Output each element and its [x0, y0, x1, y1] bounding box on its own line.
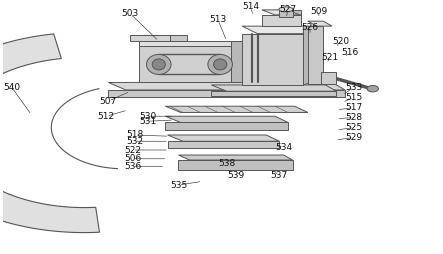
Text: 522: 522 — [124, 146, 141, 154]
Polygon shape — [109, 90, 345, 98]
Polygon shape — [308, 26, 323, 84]
Polygon shape — [130, 35, 170, 41]
Polygon shape — [308, 21, 332, 26]
Text: 529: 529 — [346, 133, 362, 142]
Text: 540: 540 — [3, 83, 20, 92]
Ellipse shape — [367, 85, 378, 92]
Polygon shape — [170, 35, 187, 41]
Text: 533: 533 — [345, 83, 362, 92]
Polygon shape — [139, 41, 244, 46]
Text: 536: 536 — [124, 162, 141, 171]
Polygon shape — [303, 26, 319, 85]
Text: 531: 531 — [139, 117, 156, 126]
Text: 520: 520 — [332, 37, 350, 46]
Text: 509: 509 — [310, 7, 327, 16]
Text: 503: 503 — [122, 9, 139, 18]
Polygon shape — [242, 26, 319, 34]
Text: 535: 535 — [170, 181, 187, 189]
Polygon shape — [165, 116, 288, 122]
Text: 527: 527 — [280, 5, 297, 14]
Polygon shape — [179, 155, 292, 160]
Polygon shape — [242, 34, 303, 85]
Polygon shape — [0, 34, 100, 233]
Ellipse shape — [214, 59, 227, 70]
Polygon shape — [211, 85, 336, 91]
Text: 507: 507 — [100, 97, 117, 106]
Text: 514: 514 — [242, 2, 260, 11]
Text: 517: 517 — [345, 103, 362, 112]
Text: 528: 528 — [346, 113, 362, 122]
Polygon shape — [231, 41, 244, 83]
Text: 539: 539 — [227, 170, 244, 180]
Polygon shape — [179, 160, 292, 170]
Polygon shape — [262, 15, 301, 26]
Polygon shape — [165, 106, 308, 113]
Text: 537: 537 — [271, 170, 288, 180]
Polygon shape — [167, 135, 280, 141]
Polygon shape — [280, 9, 292, 17]
Ellipse shape — [279, 7, 293, 12]
Text: 512: 512 — [97, 112, 115, 121]
Text: 506: 506 — [124, 154, 141, 163]
Text: 534: 534 — [275, 143, 292, 152]
Polygon shape — [167, 141, 280, 148]
Text: 518: 518 — [126, 131, 143, 139]
Text: 525: 525 — [346, 123, 362, 132]
Polygon shape — [139, 46, 231, 83]
Text: 526: 526 — [302, 23, 319, 32]
Text: 521: 521 — [321, 53, 338, 62]
Polygon shape — [262, 10, 301, 15]
Ellipse shape — [147, 54, 171, 74]
Text: 513: 513 — [210, 15, 226, 24]
Polygon shape — [288, 10, 301, 15]
Ellipse shape — [152, 59, 165, 70]
Text: 515: 515 — [345, 93, 362, 102]
Text: 530: 530 — [139, 112, 156, 121]
Polygon shape — [165, 122, 288, 130]
Polygon shape — [211, 91, 336, 96]
Ellipse shape — [208, 54, 233, 74]
Text: 538: 538 — [218, 159, 235, 168]
Polygon shape — [109, 83, 345, 90]
Text: 532: 532 — [126, 137, 143, 146]
Text: 516: 516 — [341, 48, 358, 57]
Polygon shape — [321, 72, 336, 84]
